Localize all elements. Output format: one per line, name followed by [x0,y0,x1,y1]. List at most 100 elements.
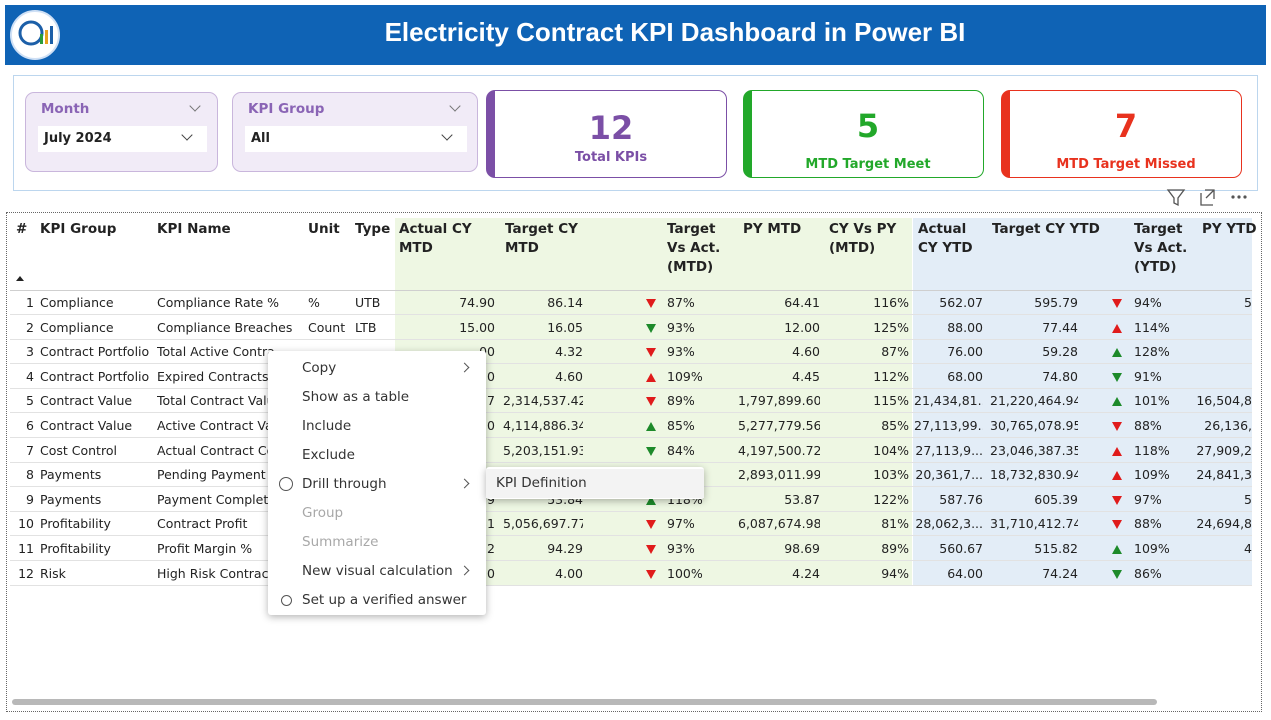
table-cell: 0 [487,418,495,433]
menu-item[interactable]: Copy [268,354,486,383]
filter-icon[interactable] [1166,189,1186,207]
dropdown-chevron[interactable] [181,129,193,141]
table-cell: 128% [1134,344,1170,360]
column-header[interactable]: KPI Name [157,221,231,237]
table-cell: 74.24 [1042,565,1078,581]
table-cell: 10 [18,516,34,532]
table-cell: 12.00 [784,319,820,335]
table-cell: 89% [667,393,695,409]
slicer-label: Month [41,101,90,117]
column-header[interactable]: Actual CY YTD [918,221,973,256]
context-menu: Copy Show as a table Include Exclude Drill t… [268,351,486,615]
row-rule [10,535,1252,537]
kpi-arrow [1112,446,1122,456]
column-header[interactable]: Target Vs Act. (MTD) [667,221,721,275]
kpi-arrow [1112,545,1122,554]
table-cell: Profitability [40,516,111,532]
table-cell: 21,220,464.94 [990,393,1078,409]
table-cell: 24,841,3 [1196,467,1252,483]
column-header[interactable]: # [16,221,28,237]
table-cell: 7 [26,442,34,458]
menu-item-label: Summarize [302,534,379,550]
table-cell: 20,361,7... [915,467,983,483]
table-cell: 68.00 [947,368,983,384]
table-cell: 5 [26,393,34,409]
menu-item[interactable]: New visual calculation [268,557,486,586]
menu-item-label[interactable]: Copy [302,360,337,376]
table-cell: 5,056,697.77 [503,516,583,532]
table-cell: 23,046,387.35 [990,442,1078,458]
menu-item-label[interactable]: Include [302,418,352,434]
table-cell: 114% [1134,319,1170,335]
table-cell: 4.60 [792,344,820,360]
column-header[interactable]: Target CY MTD [505,221,578,256]
menu-item[interactable]: Exclude [268,441,486,470]
row-rule [10,338,1252,340]
row-rule [10,412,1252,414]
table-cell: 103% [873,467,909,483]
slicer-dropdown[interactable]: All [245,126,467,152]
column-header[interactable]: Target Vs Act. (YTD) [1134,221,1188,275]
slicer-dropdown[interactable]: July 2024 [38,126,207,152]
ytd-band [913,218,1252,586]
row-rule [10,437,1252,438]
more-options[interactable] [1231,195,1247,199]
column-header[interactable]: Actual CY MTD [399,221,472,256]
menu-item[interactable]: Include [268,412,486,441]
column-header[interactable]: PY YTD [1202,221,1257,237]
table-cell: 4,114,886.34 [503,418,583,433]
row-rule [10,510,1252,512]
column-header[interactable]: Unit [308,221,340,237]
table-cell: 27,113,9... [915,442,983,458]
column-header[interactable]: Type [355,221,391,237]
table-cell: 94% [1134,295,1162,310]
column-header[interactable]: Target CY YTD [992,221,1100,237]
slicer-value[interactable]: July 2024 [44,131,112,146]
table-cell: 81% [881,516,909,532]
table-cell: Payment Completi [157,491,272,507]
menu-item-label[interactable]: Set up a verified answer [302,592,467,608]
kpi-arrow [1112,348,1122,358]
submenu-item[interactable]: KPI Definition [486,469,704,498]
horizontal-scrollbar[interactable] [12,699,1157,705]
menu-item[interactable]: Drill through [268,470,486,499]
kpi-arrow [1112,520,1122,530]
table-cell: 2,314,537.42 [503,393,583,409]
menu-item[interactable]: Show as a table [268,383,486,412]
kpi-arrow [646,372,656,382]
table-cell: 18,732,830.94 [990,467,1078,483]
table-cell: 94% [881,565,909,581]
kpi-arrow [1112,422,1122,431]
table-cell: 2 [487,541,495,556]
dashboard-title: Electricity Contract KPI Dashboard in Po… [384,17,966,47]
slicer-chevron[interactable] [449,100,461,112]
focus-icon[interactable] [1200,189,1215,206]
table-cell: 5,277,779.56 [738,418,820,433]
menu-item-label[interactable]: Exclude [302,447,355,463]
menu-item-label[interactable]: New visual calculation [302,563,453,579]
menu-item[interactable]: Set up a verified answer [268,586,486,615]
table-cell: Total Active Contra [157,344,275,360]
table-cell: Total Contract Valu [157,393,275,409]
table-cell: 74.80 [1042,368,1078,384]
row-rule [10,560,1252,561]
kpi-arrow [646,422,656,431]
slicer-value[interactable]: All [251,131,270,146]
table-cell: 84% [667,442,695,458]
column-header[interactable]: CY Vs PY (MTD) [829,221,897,256]
header-bar [5,5,1266,65]
menu-item-label[interactable]: Show as a table [302,389,410,405]
kpi-arrow [646,299,656,308]
column-header[interactable]: PY MTD [743,221,802,237]
table-cell: 6 [26,418,34,433]
table-cell: 28,062,3... [915,516,983,532]
table-cell: 87% [667,295,695,310]
header-rule [10,290,1252,291]
dropdown-chevron[interactable] [441,129,453,141]
menu-item-label[interactable]: Drill through [302,476,387,492]
column-header[interactable]: KPI Group [40,221,117,237]
table-cell: 93% [667,319,695,335]
table-cell: 112% [873,368,909,384]
slicer-chevron[interactable] [189,100,201,112]
